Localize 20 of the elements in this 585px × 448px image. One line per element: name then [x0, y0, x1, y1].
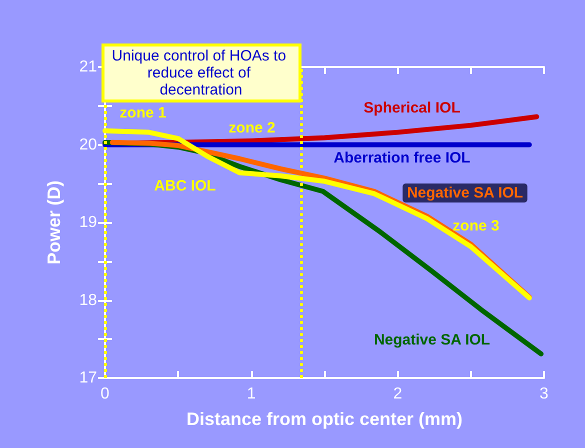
annotation: zone 3 [452, 218, 500, 234]
series-label: Negative SA IOL [374, 332, 490, 348]
x-tick-label: 3 [540, 386, 549, 402]
x-axis-title: Distance from optic center (mm) [186, 409, 463, 429]
y-tick-label: 19 [79, 214, 98, 231]
x-tick-label: 0 [100, 386, 110, 402]
y-tick-label: 17 [79, 370, 98, 386]
y-tick-label: 20 [79, 136, 98, 154]
y-axis-title: Power (D) [44, 180, 64, 265]
series-label: ABC IOL [154, 178, 216, 194]
series-label: Negative SA IOL [406, 184, 524, 202]
x-tick-label: 2 [393, 386, 402, 402]
annotation: zone 1 [120, 104, 166, 122]
annotation: Unique control of HOAs to reduce effect of decentration [112, 48, 290, 98]
y-tick-label: 18 [79, 292, 98, 309]
annotation: zone 2 [228, 120, 276, 136]
y-tick-label: 21 [79, 58, 98, 76]
series-label: Aberration free IOL [334, 150, 470, 166]
x-tick-label: 1 [246, 386, 256, 402]
series-label: Spherical IOL [364, 100, 460, 116]
